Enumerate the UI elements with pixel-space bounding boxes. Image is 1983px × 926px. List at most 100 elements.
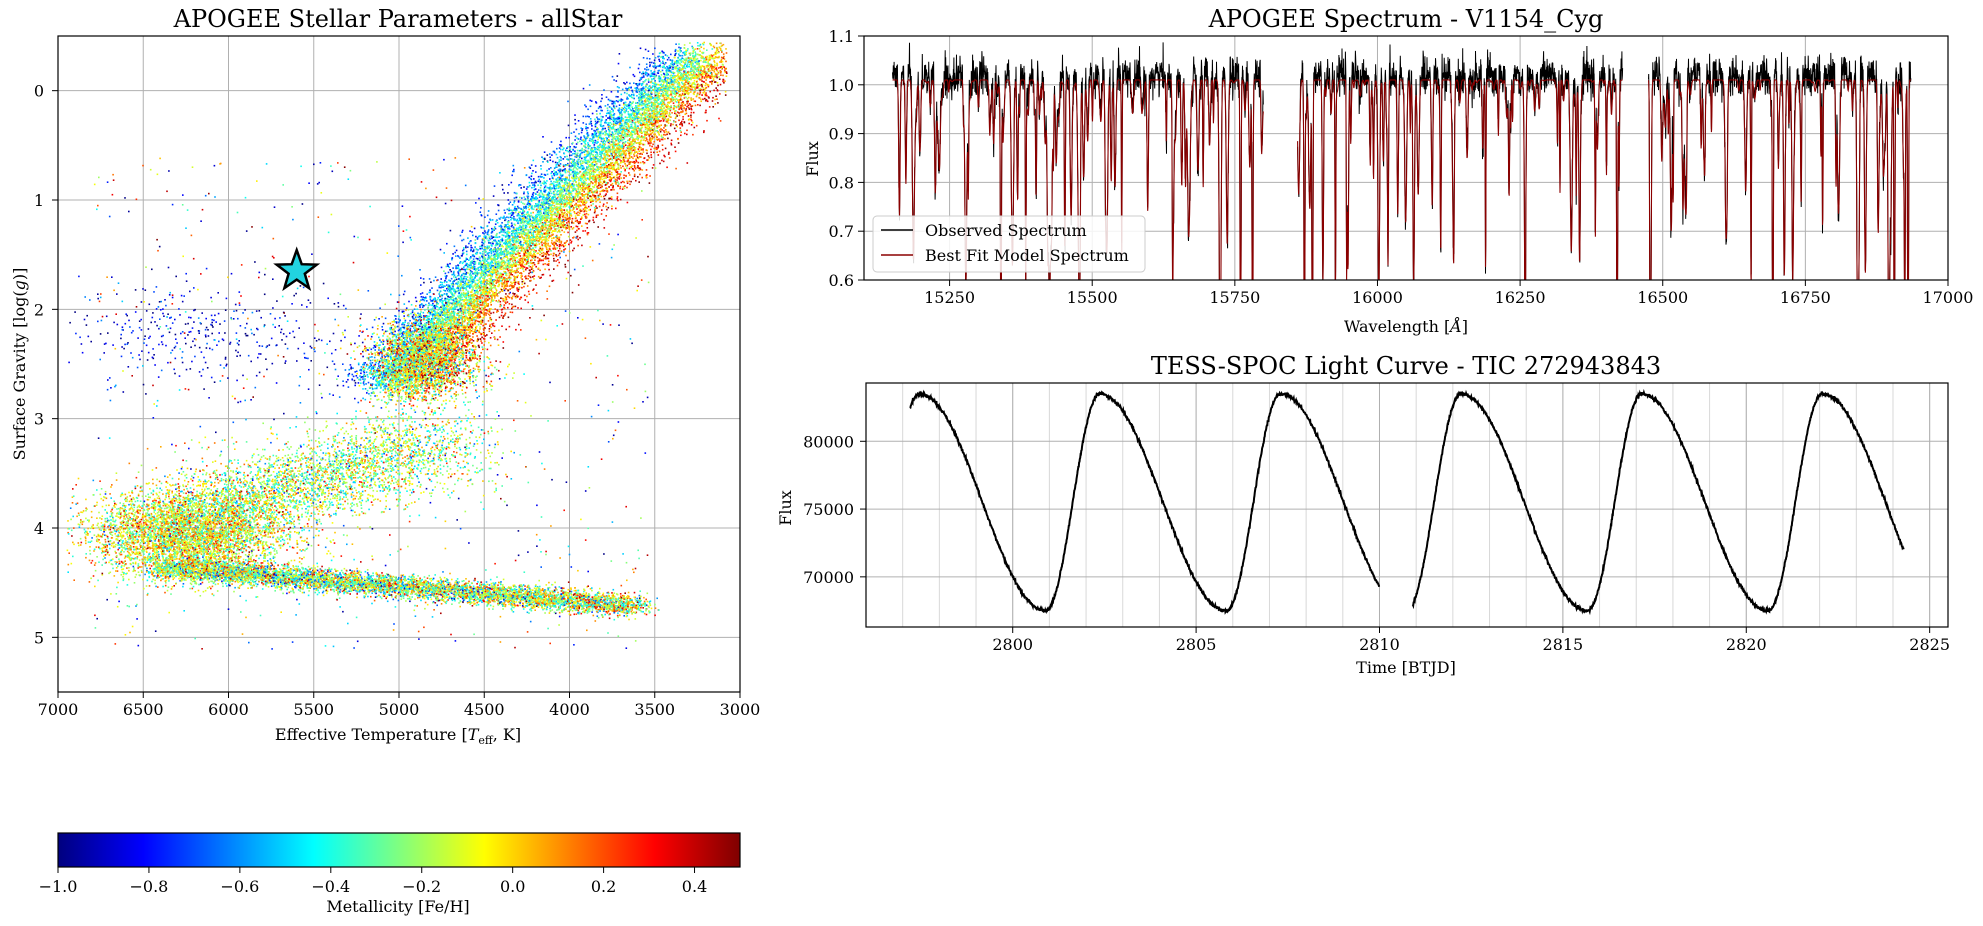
- hr-point: [554, 222, 556, 224]
- hr-point: [669, 120, 671, 122]
- hr-point: [451, 306, 453, 308]
- hr-point: [509, 303, 511, 305]
- hr-point: [621, 94, 623, 96]
- hr-point: [642, 169, 644, 171]
- hr-point: [468, 298, 470, 300]
- hr-point: [557, 157, 559, 159]
- hr-point: [681, 82, 683, 84]
- hr-point: [549, 178, 551, 180]
- hr-point: [688, 123, 690, 125]
- hr-point: [674, 82, 676, 84]
- hr-point: [654, 60, 656, 62]
- hr-point: [376, 399, 378, 401]
- hr-point: [695, 53, 697, 55]
- hr-point: [674, 110, 676, 112]
- hr-point: [426, 322, 428, 324]
- hr-point: [425, 304, 427, 306]
- hr-point: [617, 96, 619, 98]
- hr-point: [676, 79, 678, 81]
- hr-point: [454, 246, 456, 248]
- hr-point: [723, 53, 725, 55]
- hr-point: [490, 242, 492, 244]
- hr-point: [462, 230, 464, 232]
- hr-point: [563, 212, 565, 214]
- hr-point: [624, 83, 626, 85]
- hr-point: [712, 106, 714, 108]
- hr-point: [612, 76, 614, 78]
- hr-point: [496, 233, 498, 235]
- hr-point: [459, 257, 461, 259]
- hr-point: [627, 142, 629, 144]
- hr-point: [527, 191, 529, 193]
- hr-point: [613, 79, 615, 81]
- hr-point: [467, 237, 469, 239]
- hr-point: [687, 48, 689, 50]
- hr-point: [513, 202, 515, 204]
- hr-point: [514, 234, 516, 236]
- hr-point: [569, 146, 571, 148]
- hr-point: [599, 193, 601, 195]
- hr-point: [620, 199, 622, 201]
- hr-point: [522, 283, 524, 285]
- hr-point: [605, 193, 607, 195]
- hr-point: [446, 266, 448, 268]
- hr-point: [652, 53, 654, 55]
- hr-point: [680, 98, 682, 100]
- hr-point: [674, 128, 676, 130]
- hr-point: [535, 171, 537, 173]
- hr-point: [548, 251, 550, 253]
- hr-point: [451, 274, 453, 276]
- hr-point: [697, 48, 699, 50]
- hr-point: [373, 378, 375, 380]
- hr-point: [664, 97, 666, 99]
- hr-point: [705, 79, 707, 81]
- hr-point: [672, 124, 674, 126]
- hr-point: [581, 152, 583, 154]
- hr-point: [555, 162, 557, 164]
- hr-point: [470, 369, 472, 371]
- hr-point: [516, 228, 518, 230]
- hr-point: [608, 122, 610, 124]
- hr-point: [659, 140, 661, 142]
- hr-point: [580, 178, 582, 180]
- hr-point: [343, 385, 345, 387]
- hr-scatter-points: [67, 42, 728, 650]
- hr-point: [660, 71, 662, 73]
- hr-point: [621, 107, 623, 109]
- hr-point: [601, 94, 603, 96]
- hr-point: [722, 64, 724, 66]
- hr-point: [557, 259, 559, 261]
- hr-point: [538, 189, 540, 191]
- hr-point: [513, 216, 515, 218]
- hr-point: [588, 116, 590, 118]
- hr-point: [654, 80, 656, 82]
- hr-point: [602, 183, 604, 185]
- hr-point: [646, 153, 648, 155]
- hr-point: [631, 124, 633, 126]
- hr-point: [681, 102, 683, 104]
- hr-point: [521, 235, 523, 237]
- hr-point: [434, 311, 436, 313]
- hr-point: [560, 242, 562, 244]
- hr-point: [422, 292, 424, 294]
- hr-point: [337, 385, 339, 387]
- hr-point: [535, 266, 537, 268]
- hr-point: [560, 234, 562, 236]
- hr-point: [440, 281, 442, 283]
- hr-point: [360, 382, 362, 384]
- hr-point: [586, 185, 588, 187]
- hr-point: [462, 284, 464, 286]
- hr-point: [675, 168, 677, 170]
- hr-point: [424, 309, 426, 311]
- hr-point: [623, 186, 625, 188]
- hr-point: [511, 214, 513, 216]
- hr-point: [604, 227, 606, 229]
- hr-point: [706, 67, 708, 69]
- hr-point: [444, 282, 446, 284]
- hr-point: [383, 382, 385, 384]
- hr-point: [528, 209, 530, 211]
- hr-point: [587, 109, 589, 111]
- hr-point: [580, 137, 582, 139]
- hr-point: [490, 239, 492, 241]
- hr-point: [577, 150, 579, 152]
